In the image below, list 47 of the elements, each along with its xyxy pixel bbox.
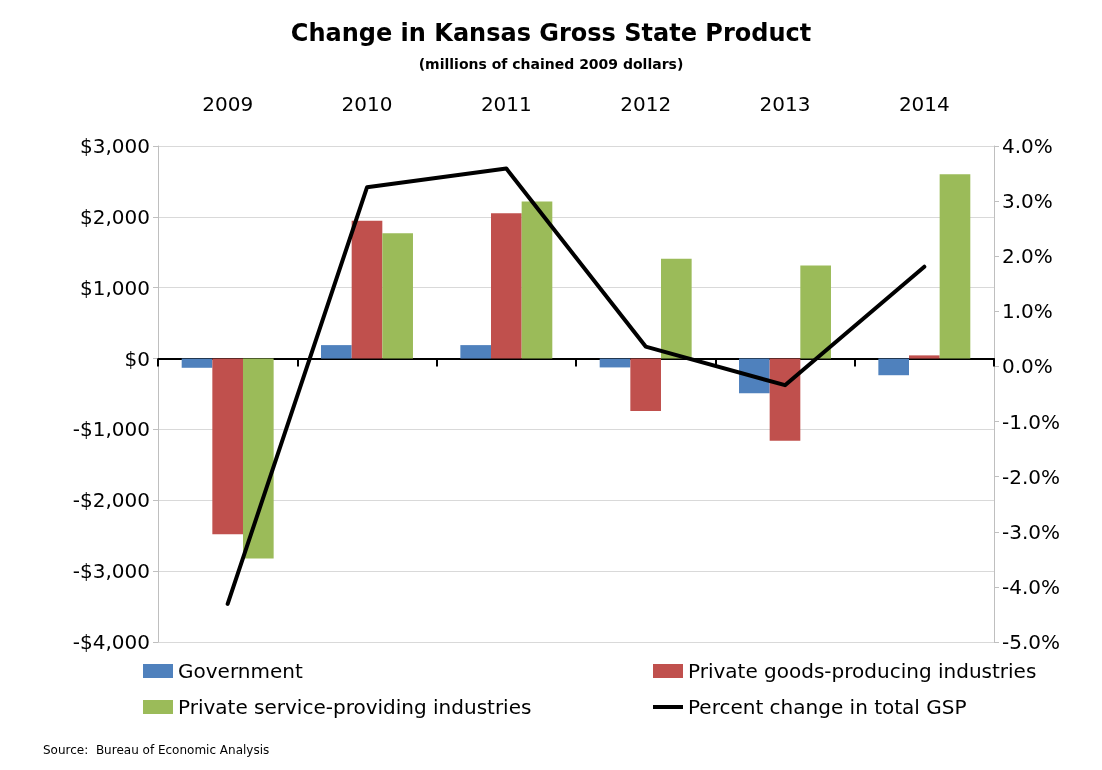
x-tick-label: 2010 [341, 92, 393, 116]
chart-title: Change in Kansas Gross State Product [290, 19, 812, 47]
x-tick-label: 2011 [480, 92, 532, 116]
legend-label: Government [178, 659, 303, 683]
bar [878, 358, 910, 376]
y-tick-label: -$3,000 [72, 559, 150, 584]
y2-tick-label: -4.0% [1002, 574, 1061, 599]
y-tick-label: $1,000 [80, 275, 150, 300]
bar [769, 358, 801, 441]
bar [800, 265, 831, 359]
y2-tick-label: -1.0% [1002, 409, 1061, 434]
bar [181, 358, 213, 368]
y2-tick-label: -5.0% [1002, 630, 1061, 654]
y-tick-label: -$1,000 [72, 417, 150, 442]
y-tick-label: $2,000 [80, 204, 150, 229]
bar [212, 358, 243, 535]
y2-tick-label: 0.0% [1002, 354, 1053, 379]
bar [909, 355, 940, 359]
bar [630, 358, 661, 412]
bar [321, 345, 352, 359]
y2-tick-label: 4.0% [1002, 134, 1053, 158]
bar [242, 358, 274, 559]
chart-subtitle: (millions of chained 2009 dollars) [418, 56, 684, 72]
legend-label: Percent change in total GSP [688, 695, 967, 719]
source-note: Source: Bureau of Economic Analysis [43, 743, 270, 757]
y2-tick-label: 2.0% [1002, 244, 1053, 269]
bar [491, 213, 522, 359]
bar [521, 201, 553, 359]
y2-tick-label: 3.0% [1002, 189, 1053, 214]
y-tick-label: -$4,000 [72, 630, 150, 654]
y2-tick-label: -2.0% [1002, 464, 1061, 489]
bar [382, 233, 413, 359]
legend-label: Private goods-producing industries [688, 659, 1037, 683]
y2-tick-label: -3.0% [1002, 519, 1061, 544]
x-tick-label: 2009 [202, 92, 254, 116]
bar [660, 258, 692, 359]
x-tick-label: 2014 [898, 92, 950, 116]
y2-tick-label: 1.0% [1002, 299, 1053, 324]
y-tick-label: $0 [124, 346, 150, 371]
legend-label: Private service-providing industries [178, 695, 532, 719]
bar [351, 220, 383, 359]
bar [460, 345, 492, 359]
x-tick-label: 2013 [759, 92, 811, 116]
y-tick-label: $3,000 [80, 134, 150, 158]
bar [939, 174, 971, 359]
x-tick-label: 2012 [620, 92, 672, 116]
y-tick-label: -$2,000 [72, 488, 150, 513]
